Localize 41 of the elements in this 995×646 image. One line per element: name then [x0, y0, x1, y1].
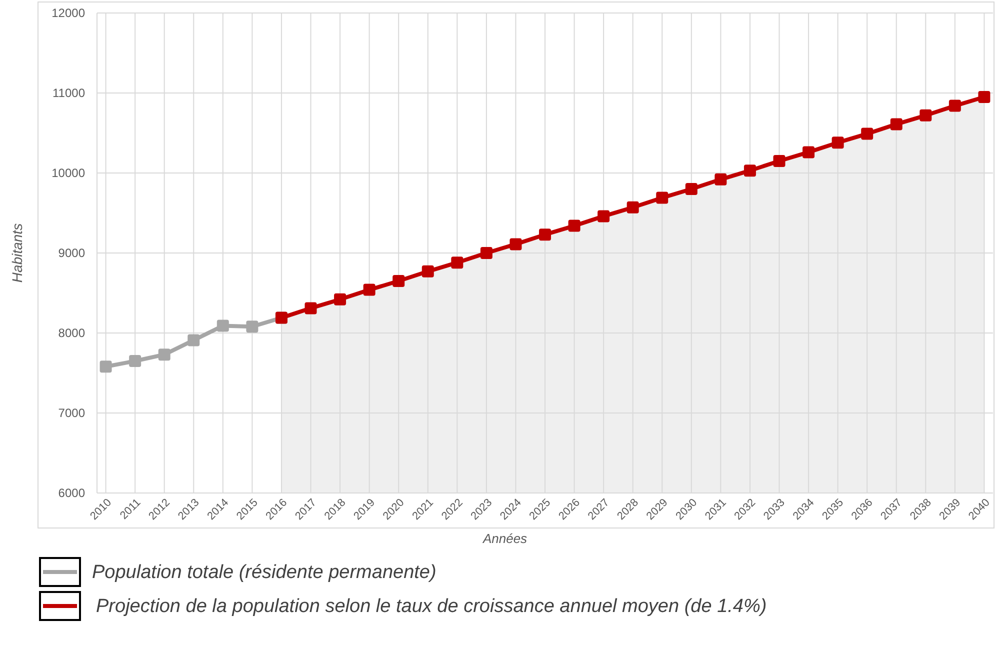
- point: [685, 183, 698, 195]
- point: [304, 302, 317, 314]
- point: [920, 109, 932, 122]
- point: [363, 284, 376, 296]
- y-tick-label: 7000: [58, 406, 86, 420]
- y-tick-label: 10000: [52, 166, 86, 180]
- point: [158, 348, 170, 361]
- point: [802, 146, 815, 158]
- point: [188, 334, 200, 346]
- legend-label: Population totale (résidente permanente): [92, 562, 436, 583]
- point: [480, 247, 492, 259]
- point: [129, 355, 142, 367]
- point: [832, 136, 844, 149]
- point: [246, 320, 258, 333]
- point: [539, 228, 551, 241]
- point: [598, 210, 610, 222]
- point: [216, 320, 229, 332]
- point: [392, 275, 405, 287]
- point: [626, 201, 639, 214]
- point: [890, 118, 902, 130]
- y-tick-label: 12000: [52, 6, 86, 20]
- y-tick-label: 6000: [58, 486, 86, 500]
- point: [100, 360, 112, 373]
- y-tick-label: 9000: [58, 246, 86, 260]
- x-axis-title: Années: [482, 531, 528, 546]
- point: [744, 164, 756, 177]
- point: [656, 192, 668, 204]
- point: [861, 128, 874, 140]
- y-axis-title: Habitants: [9, 223, 25, 283]
- point: [978, 91, 990, 103]
- point: [948, 100, 961, 112]
- y-tick-label: 8000: [58, 326, 86, 340]
- legend-label: Projection de la population selon le taux de croissance annuel moyen (de 1.4%): [96, 596, 767, 617]
- point: [510, 238, 522, 250]
- point: [773, 155, 786, 167]
- point: [451, 256, 464, 269]
- point: [568, 220, 580, 232]
- y-tick-label: 11000: [52, 86, 86, 100]
- point: [714, 173, 727, 186]
- point: [422, 265, 434, 278]
- point: [334, 293, 346, 306]
